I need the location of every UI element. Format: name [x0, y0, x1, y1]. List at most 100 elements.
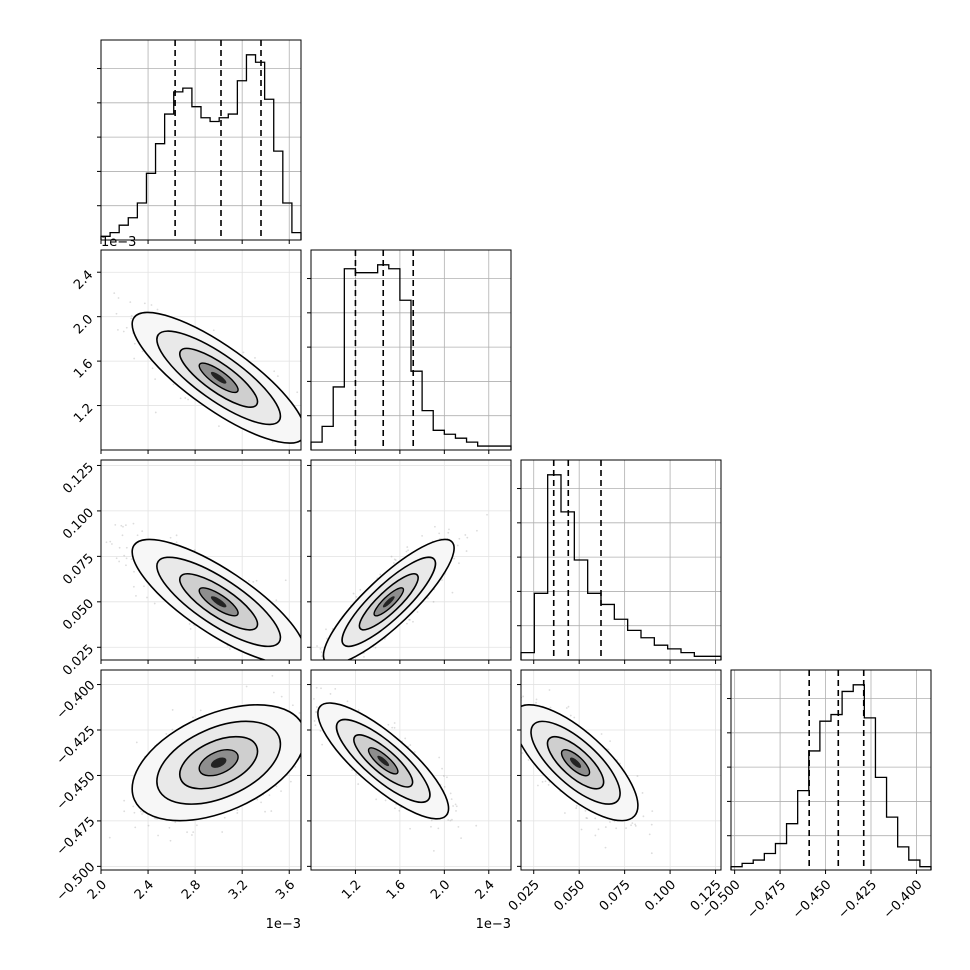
- sample-point: [502, 709, 504, 711]
- sample-point: [174, 821, 177, 824]
- panel-frame: [730, 669, 932, 871]
- sample-point: [466, 536, 469, 539]
- sample-point: [441, 767, 443, 770]
- sample-point: [154, 411, 157, 414]
- sample-point: [315, 686, 318, 689]
- sample-point: [175, 534, 178, 537]
- sample-point: [449, 819, 452, 822]
- sample-point: [383, 638, 386, 640]
- sample-point: [334, 671, 336, 673]
- sample-point: [320, 651, 323, 654]
- sample-point: [334, 699, 336, 701]
- sample-point: [503, 742, 505, 744]
- sample-point: [447, 531, 450, 534]
- sample-point: [567, 705, 570, 708]
- sample-point: [458, 537, 461, 540]
- sample-point: [547, 783, 550, 786]
- sample-point: [406, 622, 408, 625]
- y-tick-label: −0.450: [54, 769, 99, 814]
- sample-point: [303, 724, 305, 726]
- sample-point: [307, 662, 309, 664]
- sample-point: [437, 827, 440, 830]
- sample-point: [156, 308, 159, 311]
- sample-point: [413, 751, 416, 753]
- sample-point: [604, 826, 607, 828]
- x-offset-label: 1e−3: [476, 917, 511, 932]
- sample-point: [507, 733, 509, 735]
- sample-point: [641, 792, 644, 794]
- sample-point: [132, 522, 135, 525]
- sample-point: [585, 817, 588, 819]
- sample-point: [275, 785, 278, 788]
- sample-point: [171, 728, 174, 731]
- sample-point: [125, 546, 128, 549]
- sample-point: [313, 741, 315, 743]
- sample-point: [600, 733, 603, 735]
- sample-point: [319, 647, 322, 650]
- density-3-0: [101, 665, 367, 870]
- sample-point: [273, 686, 275, 688]
- sample-point: [133, 811, 136, 814]
- sample-point: [636, 775, 639, 777]
- sample-point: [521, 752, 524, 754]
- sample-point: [535, 701, 537, 704]
- sample-point: [451, 818, 453, 821]
- x-tick-label: 2.4: [132, 877, 157, 902]
- sample-point: [486, 513, 488, 516]
- sample-point: [297, 703, 299, 705]
- sample-point: [270, 810, 273, 812]
- sample-point: [447, 819, 450, 821]
- sample-point: [295, 661, 297, 663]
- sample-point: [406, 546, 409, 548]
- sample-point: [357, 709, 360, 712]
- sample-point: [313, 421, 315, 423]
- sample-point: [268, 794, 271, 797]
- sample-point: [464, 534, 467, 536]
- sample-point: [252, 580, 255, 583]
- sample-point: [147, 824, 150, 827]
- sample-point: [123, 799, 126, 802]
- sample-point: [271, 441, 274, 443]
- density-3-1: [311, 670, 511, 870]
- sample-point: [135, 741, 138, 744]
- sample-point: [430, 819, 433, 822]
- sample-point: [517, 680, 519, 682]
- sample-point: [313, 720, 316, 722]
- x-tick-label: 0.100: [642, 877, 679, 914]
- sample-point: [308, 657, 310, 659]
- sample-point: [365, 665, 367, 667]
- sample-point: [113, 292, 116, 295]
- sample-point: [597, 828, 600, 831]
- sample-point: [199, 709, 202, 712]
- sample-point: [405, 550, 408, 553]
- sample-point: [514, 735, 516, 737]
- histogram-step-0: [100, 54, 302, 240]
- sample-point: [223, 816, 226, 819]
- sample-point: [296, 680, 298, 682]
- sample-point: [476, 529, 478, 532]
- panel-frame: [310, 249, 512, 451]
- y-tick-label: −0.400: [54, 678, 99, 723]
- sample-point: [316, 645, 318, 647]
- sample-point: [236, 809, 239, 812]
- sample-point: [594, 817, 597, 820]
- histogram-step-3: [730, 684, 932, 870]
- sample-point: [607, 748, 610, 751]
- sample-point: [387, 723, 390, 726]
- density-3-2: [502, 670, 721, 870]
- panel-1-1: [307, 249, 512, 454]
- sample-point: [264, 810, 266, 813]
- y-tick-label: 0.100: [60, 506, 97, 543]
- y-tick-label: 0.125: [60, 460, 97, 497]
- sample-point: [256, 798, 259, 801]
- sample-point: [609, 740, 611, 743]
- sample-point: [139, 810, 142, 813]
- sample-point: [133, 570, 135, 573]
- sample-point: [346, 700, 349, 703]
- sample-point: [412, 620, 414, 623]
- sample-point: [157, 834, 159, 837]
- panel-2-1: [296, 459, 512, 705]
- sample-point: [631, 822, 634, 825]
- sample-point: [441, 579, 443, 581]
